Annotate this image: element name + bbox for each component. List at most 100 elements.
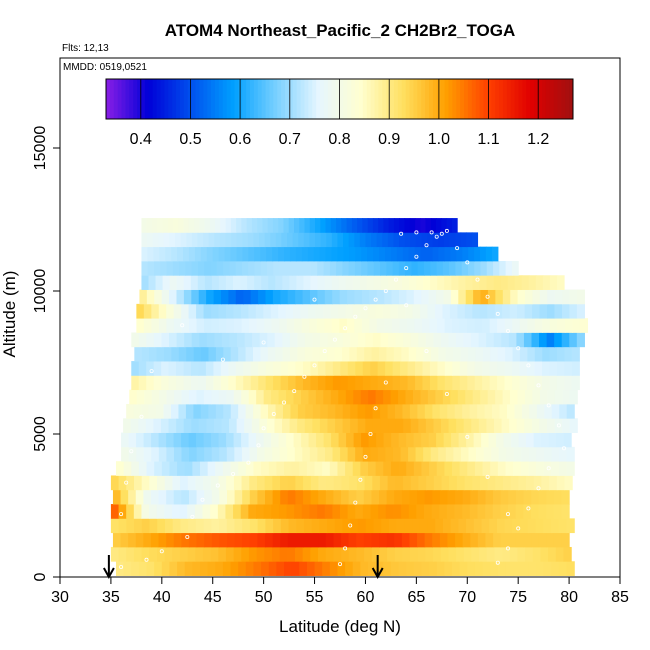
x-tick-label: 40 bbox=[153, 589, 171, 606]
heatmap-cell bbox=[437, 361, 446, 376]
heatmap-cell bbox=[327, 518, 336, 534]
heatmap-cell bbox=[423, 275, 431, 290]
sample-point bbox=[429, 230, 434, 235]
heatmap-cell bbox=[497, 375, 506, 391]
heatmap-cell bbox=[395, 418, 404, 433]
heatmap-cell bbox=[223, 260, 230, 276]
heatmap-cell bbox=[320, 332, 329, 348]
heatmap-cell bbox=[284, 461, 293, 476]
heatmap-cell bbox=[331, 432, 340, 448]
heatmap-cell bbox=[146, 561, 155, 576]
heatmap-cell bbox=[546, 418, 556, 433]
heatmap-cell bbox=[404, 232, 411, 248]
heatmap-cell bbox=[332, 289, 341, 305]
heatmap-cell bbox=[150, 489, 160, 505]
heatmap-cell bbox=[118, 504, 127, 519]
colorbar-segment bbox=[413, 79, 418, 119]
heatmap-cell bbox=[372, 418, 382, 433]
heatmap-cell bbox=[282, 418, 291, 433]
heatmap-cell bbox=[538, 489, 547, 505]
heatmap-cell bbox=[350, 418, 359, 433]
sample-point bbox=[139, 414, 144, 419]
heatmap-cell bbox=[218, 475, 227, 491]
heatmap-cell bbox=[530, 504, 540, 519]
heatmap-cell bbox=[136, 446, 145, 462]
heatmap-cell bbox=[535, 275, 544, 290]
heatmap-cell bbox=[310, 275, 319, 290]
heatmap-cell bbox=[245, 346, 254, 362]
heatmap-cell bbox=[394, 403, 404, 419]
heatmap-cell bbox=[233, 432, 242, 448]
heatmap-cell bbox=[120, 489, 129, 505]
heatmap-cell bbox=[331, 232, 339, 248]
heatmap-cell bbox=[533, 432, 542, 448]
heatmap-cell bbox=[388, 518, 398, 534]
heatmap-cell bbox=[502, 546, 511, 562]
heatmap-cell bbox=[551, 461, 560, 476]
heatmap-cell bbox=[450, 246, 457, 262]
heatmap-cell bbox=[564, 346, 573, 362]
heatmap-cell bbox=[268, 275, 276, 290]
heatmap-cell bbox=[424, 260, 431, 276]
heatmap-cell bbox=[273, 518, 282, 534]
heatmap-cell bbox=[317, 275, 326, 290]
heatmap-cell bbox=[364, 546, 373, 562]
heatmap-cell bbox=[325, 532, 335, 548]
colorbar-segment bbox=[522, 79, 527, 119]
heatmap-cell bbox=[558, 518, 568, 534]
heatmap-cell bbox=[354, 289, 363, 305]
heatmap-cell bbox=[286, 432, 295, 448]
heatmap-cell bbox=[450, 289, 459, 305]
heatmap-cell bbox=[422, 318, 431, 333]
heatmap-cell bbox=[234, 318, 243, 333]
heatmap-cell bbox=[466, 432, 475, 448]
heatmap-cell bbox=[163, 346, 173, 362]
heatmap-cell bbox=[211, 318, 220, 333]
heatmap-cell bbox=[184, 461, 193, 476]
heatmap-cell bbox=[276, 461, 285, 476]
heatmap-cell bbox=[315, 218, 321, 233]
colorbar-segment bbox=[304, 79, 309, 119]
heatmap-cell bbox=[236, 246, 244, 262]
heatmap-cell bbox=[461, 260, 469, 276]
heatmap-cell bbox=[508, 489, 517, 505]
heatmap-cell bbox=[557, 346, 566, 362]
heatmap-cell bbox=[210, 504, 219, 519]
heatmap-cell bbox=[451, 218, 458, 233]
heatmap-cell bbox=[455, 489, 464, 505]
heatmap-cell bbox=[143, 532, 152, 548]
heatmap-cell bbox=[220, 218, 227, 233]
heatmap-cell bbox=[161, 289, 170, 305]
heatmap-cell bbox=[505, 461, 514, 476]
heatmap-cell bbox=[510, 389, 519, 405]
heatmap-cell bbox=[327, 403, 336, 419]
heatmap-cell bbox=[216, 260, 224, 276]
heatmap-cell bbox=[477, 504, 486, 519]
heatmap-cell bbox=[248, 504, 257, 519]
heatmap-cell bbox=[356, 346, 365, 362]
heatmap-cell bbox=[523, 532, 532, 548]
heatmap-cell bbox=[371, 532, 380, 548]
heatmap-cell bbox=[200, 403, 209, 419]
heatmap-cell bbox=[329, 461, 339, 476]
heatmap-cell bbox=[249, 475, 258, 491]
heatmap-cell bbox=[289, 275, 297, 290]
colorbar-segment bbox=[285, 79, 290, 119]
heatmap-cell bbox=[154, 461, 163, 476]
heatmap-cell bbox=[356, 546, 365, 562]
colorbar-segment bbox=[211, 79, 216, 119]
sample-point bbox=[119, 565, 124, 570]
colorbar-segment bbox=[530, 79, 535, 119]
heatmap-cell bbox=[206, 418, 215, 433]
heatmap-cell bbox=[337, 303, 347, 319]
heatmap-cell bbox=[523, 489, 532, 505]
colorbar-segment bbox=[133, 79, 138, 119]
heatmap-cell bbox=[423, 446, 432, 462]
heatmap-cell bbox=[280, 518, 290, 534]
heatmap-cell bbox=[370, 375, 379, 391]
heatmap-cell bbox=[126, 518, 135, 534]
heatmap-cell bbox=[265, 375, 274, 391]
heatmap-cell bbox=[330, 389, 339, 405]
heatmap-cell bbox=[370, 504, 379, 519]
heatmap-cell bbox=[233, 389, 242, 405]
